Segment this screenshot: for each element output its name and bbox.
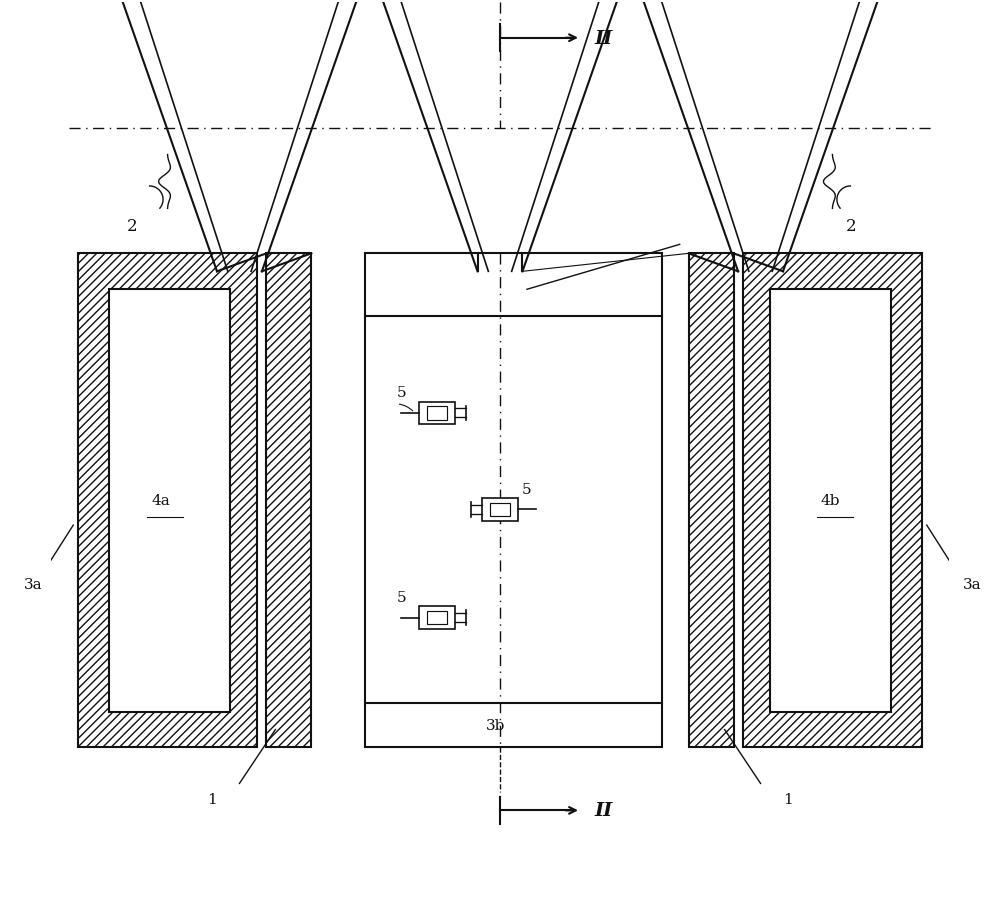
Text: 5: 5 — [396, 591, 406, 604]
Bar — [427, 406, 447, 420]
Text: 3b: 3b — [486, 718, 505, 732]
Bar — [365, 254, 662, 748]
Bar — [419, 402, 455, 424]
Text: 5: 5 — [522, 482, 532, 497]
Text: 4a: 4a — [151, 494, 170, 507]
Text: 3a: 3a — [24, 578, 42, 591]
Text: II: II — [594, 30, 613, 48]
Text: II: II — [594, 802, 613, 819]
Bar — [109, 290, 230, 712]
Bar — [770, 290, 891, 712]
Text: 2: 2 — [127, 219, 138, 235]
Bar — [490, 503, 510, 517]
Text: 2: 2 — [846, 219, 857, 235]
Bar — [482, 498, 518, 521]
Text: 1: 1 — [783, 793, 792, 806]
Bar — [266, 254, 311, 748]
Text: 1: 1 — [208, 793, 217, 806]
Bar — [743, 254, 922, 748]
Bar — [427, 611, 447, 625]
Text: 4b: 4b — [820, 494, 840, 507]
Bar — [689, 254, 734, 748]
Text: 5: 5 — [396, 386, 406, 400]
Bar — [78, 254, 257, 748]
Bar — [419, 607, 455, 629]
Text: 3a: 3a — [963, 578, 981, 591]
